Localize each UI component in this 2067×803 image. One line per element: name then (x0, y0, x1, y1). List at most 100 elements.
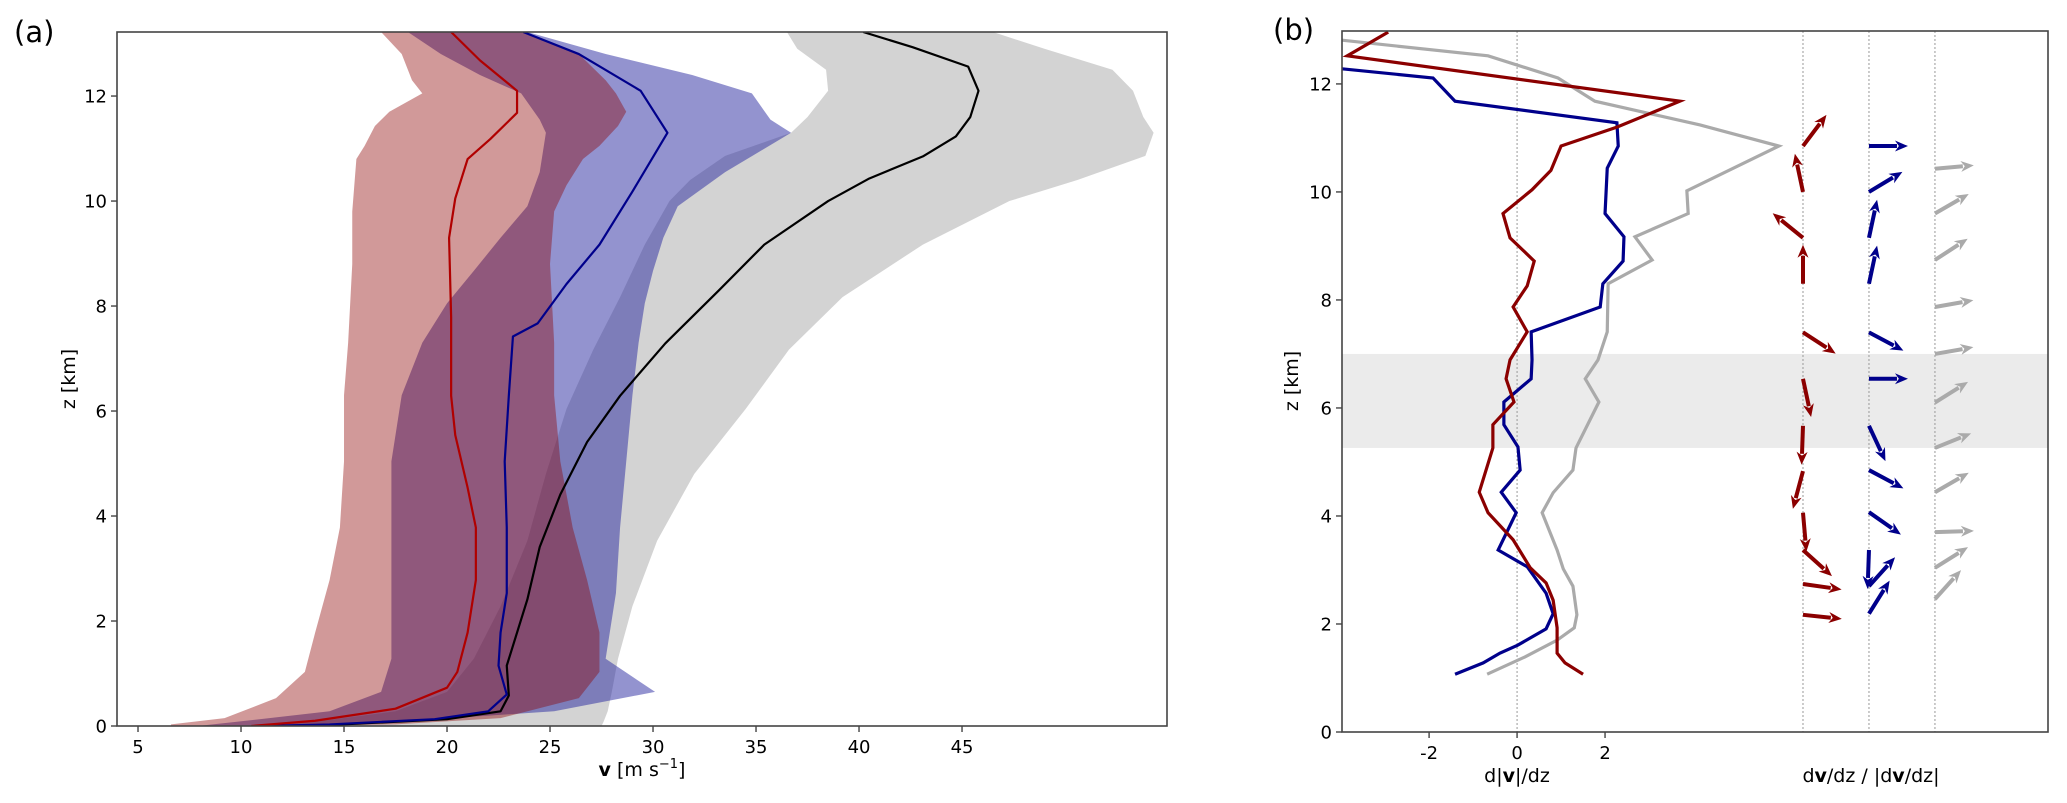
arrow-head (1814, 114, 1827, 129)
arrow-head (1888, 171, 1903, 184)
x-tick-label: 20 (436, 737, 459, 758)
arrow-head (1894, 140, 1908, 152)
y-tick-label: 0 (1321, 723, 1332, 744)
arrow-head (1796, 451, 1808, 465)
arrow-head (1954, 381, 1969, 394)
y-tick-label: 0 (96, 717, 107, 738)
arrow-shaft (1933, 576, 1956, 601)
arrow-head (1792, 153, 1803, 168)
label-part-3: /dz| (1905, 765, 1940, 787)
arrow-head (1882, 557, 1896, 571)
arrow-shaft (1867, 255, 1877, 285)
arrow-gray (1933, 238, 1968, 262)
arrow-shaft (1933, 386, 1960, 405)
arrow-shaft (1933, 551, 1960, 570)
arrow-head (1799, 538, 1811, 552)
arrow-shaft (1801, 548, 1826, 571)
arrow-head (1960, 525, 1974, 537)
arrow-shaft (1793, 470, 1805, 499)
label-part-2: /dz / |d (1827, 765, 1892, 787)
y-tick-label: 2 (96, 612, 107, 633)
band-red (170, 32, 627, 726)
arrow-darkred (1799, 512, 1811, 552)
arrow-head (1948, 570, 1962, 584)
arrow-head (1874, 447, 1886, 462)
arrow-gray (1934, 160, 1974, 172)
arrow-darkred (1802, 612, 1842, 623)
arrow-darkred (1792, 153, 1805, 193)
x-tick-label: 30 (642, 737, 665, 758)
y-tick-label: 8 (96, 297, 107, 318)
arrow-head (1818, 563, 1832, 577)
x-label-close: ] (678, 759, 685, 781)
arrow-head (1956, 433, 1972, 444)
panel-b-y-axis-label: z [km] (1281, 351, 1303, 411)
panel-b-x-axis-label-direction: dv/dz / |dv/dz| (1802, 765, 1939, 787)
arrow-shaft (1867, 564, 1890, 588)
band-gray (263, 32, 1154, 726)
x-tick-label: 35 (745, 737, 768, 758)
arrow-navy (1867, 171, 1903, 194)
arrow-head (1954, 547, 1969, 559)
arrow-shaft (1865, 549, 1871, 579)
arrow-darkred (1790, 470, 1805, 509)
shaded-layer (1342, 353, 2048, 448)
arrow-head (1827, 582, 1842, 594)
label-pipe-dz: |/dz (1515, 765, 1550, 787)
x-tick-label: 25 (539, 737, 562, 758)
arrow-navy (1868, 373, 1908, 385)
panel-a-axes-frame (116, 31, 1168, 727)
y-tick-label: 2 (1321, 614, 1332, 635)
arrow-gray (1934, 525, 1974, 537)
x-tick-label: 40 (848, 737, 871, 758)
arrow-navy (1867, 199, 1880, 239)
profile-line-red (251, 32, 519, 726)
arrow-shaft (1795, 164, 1805, 193)
arrow-shaft (1801, 378, 1811, 407)
arrow-shaft (1933, 476, 1961, 494)
y-tick-label: 8 (1321, 290, 1332, 311)
arrow-shaft (1934, 347, 1963, 356)
arrow-navy (1862, 549, 1874, 589)
x-tick-label: 10 (230, 737, 253, 758)
arrow-shaft (1934, 164, 1964, 171)
arrow-gray (1933, 472, 1969, 494)
arrow-head (1959, 297, 1974, 308)
arrow-gray (1933, 381, 1969, 405)
arrow-darkred (1772, 213, 1805, 240)
x-label-exponent: −1 (659, 757, 678, 772)
arrow-head (1887, 522, 1901, 535)
arrow-shaft (1800, 512, 1808, 541)
arrow-darkred (1797, 244, 1809, 284)
band-blue (197, 32, 792, 726)
arrow-gray (1934, 433, 1972, 450)
arrow-shaft (1867, 510, 1894, 530)
arrow-head (1868, 245, 1880, 260)
arrow-shaft (1934, 300, 1963, 309)
y-tick-label: 4 (96, 507, 107, 528)
arrow-navy (1867, 245, 1880, 285)
arrow-head (1790, 494, 1802, 509)
arrow-navy (1868, 140, 1908, 152)
arrow-head (1954, 472, 1969, 484)
arrow-navy (1868, 330, 1904, 351)
arrow-shaft (1779, 218, 1805, 240)
arrow-darkred (1802, 582, 1842, 594)
arrow-head (1954, 194, 1969, 206)
arrow-navy (1867, 557, 1896, 588)
arrow-gray (1933, 547, 1969, 570)
x-tick-label: 0 (1511, 743, 1522, 764)
panel-a-x-axis-label: v [m s−1] (599, 757, 686, 781)
arrow-shaft (1868, 468, 1895, 485)
x-label-bold-v: v (599, 759, 612, 781)
arrow-head (1828, 612, 1842, 623)
panel-b-axes-frame (1341, 30, 2049, 733)
panel-b-y-ticks: 0 2 4 6 8 10 12 (1309, 74, 1342, 744)
x-tick-label: 2 (1599, 743, 1610, 764)
arrow-head (1868, 199, 1880, 214)
gradient-line-darkred (1342, 31, 1686, 676)
arrow-gray (1933, 194, 1969, 216)
label-part-1: d (1802, 765, 1814, 787)
